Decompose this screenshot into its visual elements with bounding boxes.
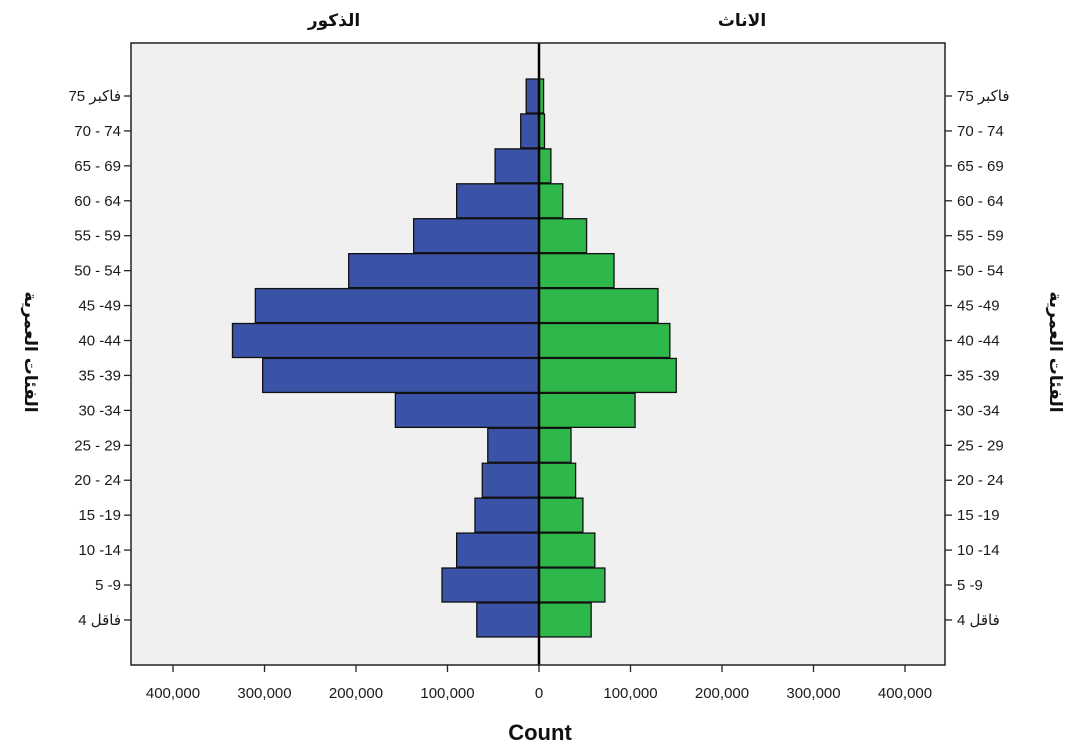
male-bar <box>262 357 540 394</box>
right-category-label: 70 - 74 <box>957 123 1004 140</box>
x-axis-tick-label: 400,000 <box>146 685 200 702</box>
male-bar <box>481 462 540 498</box>
left-category-label: 25 - 29 <box>74 437 121 454</box>
right-category-label: 40 -44 <box>957 333 1000 350</box>
right-category-label: 30 -34 <box>957 402 1000 419</box>
bars-group <box>231 78 677 638</box>
male-bar <box>348 252 540 289</box>
left-category-label: 65 - 69 <box>74 158 121 175</box>
right-category-label: 55 - 59 <box>957 228 1004 245</box>
right-category-label: 25 - 29 <box>957 437 1004 454</box>
left-category-label: 30 -34 <box>78 402 121 419</box>
right-category-axis: 75 فاكبر 70 - 74 65 - 69 60 - 64 55 - 59 50 -… <box>945 88 1010 629</box>
male-bar <box>525 78 540 114</box>
plot-frame <box>130 42 946 666</box>
left-y-axis-title: الفئات العمرية <box>20 291 40 412</box>
female-bar <box>538 602 592 638</box>
male-bar <box>474 497 540 533</box>
left-category-axis: 75 فاكبر 70 - 74 65 - 69 60 - 64 55 - 59 50 -… <box>68 88 131 629</box>
left-category-label: 15 -19 <box>78 507 121 524</box>
right-category-label: 50 - 54 <box>957 263 1004 280</box>
x-axis-tick-label: 200,000 <box>329 685 383 702</box>
right-category-label: 5 -9 <box>957 577 983 594</box>
right-category-label: 60 - 64 <box>957 193 1004 210</box>
male-bar <box>412 218 540 254</box>
male-bar <box>487 427 540 463</box>
x-axis-tick-label: 200,000 <box>695 685 749 702</box>
right-category-label: 65 - 69 <box>957 158 1004 175</box>
x-axis-tick-label: 100,000 <box>420 685 474 702</box>
male-bar <box>441 567 540 603</box>
female-bar <box>538 322 671 359</box>
count-axis: 400,000 300,000 200,000 100,000 0 100,000 200,… <box>146 665 932 702</box>
right-category-label: 20 - 24 <box>957 472 1004 489</box>
x-axis-tick-label: 300,000 <box>237 685 291 702</box>
female-bar <box>538 357 677 394</box>
female-bar <box>538 148 552 184</box>
left-category-label: 45 -49 <box>78 298 121 315</box>
right-category-label: 15 -19 <box>957 507 1000 524</box>
left-category-label: 10 -14 <box>78 542 121 559</box>
male-bar <box>455 183 540 219</box>
x-axis-tick-label: 0 <box>535 685 543 702</box>
left-category-label: 20 - 24 <box>74 472 121 489</box>
male-bar <box>254 287 540 324</box>
female-bar <box>538 567 606 603</box>
female-bar <box>538 183 564 219</box>
male-bar <box>394 392 540 429</box>
x-axis-tick-label: 400,000 <box>878 685 932 702</box>
left-panel-title: الذكور <box>307 11 360 31</box>
right-category-label: 35 -39 <box>957 367 1000 384</box>
right-category-label: 75 فاكبر <box>957 88 1010 105</box>
x-axis-tick-label: 100,000 <box>603 685 657 702</box>
female-bar <box>538 392 636 429</box>
x-axis-title: Count <box>508 720 572 745</box>
right-panel-title: الاناث <box>718 11 766 31</box>
female-bar <box>538 497 584 533</box>
right-category-label: 45 -49 <box>957 298 1000 315</box>
left-category-label: 75 فاكبر <box>68 88 121 105</box>
female-bar <box>538 218 588 254</box>
left-category-label: 4 فاقل <box>78 612 121 629</box>
male-bar <box>231 322 540 359</box>
right-category-label: 4 فاقل <box>957 612 1000 629</box>
right-y-axis-title: الفئات العمرية <box>1045 291 1065 412</box>
left-category-label: 55 - 59 <box>74 228 121 245</box>
male-bar <box>520 113 540 149</box>
left-category-label: 70 - 74 <box>74 123 121 140</box>
left-category-label: 50 - 54 <box>74 263 121 280</box>
female-bar <box>538 287 659 324</box>
left-category-label: 35 -39 <box>78 367 121 384</box>
female-bar <box>538 532 596 568</box>
right-category-label: 10 -14 <box>957 542 1000 559</box>
left-category-label: 5 -9 <box>95 577 121 594</box>
female-bar <box>538 427 572 463</box>
left-category-label: 40 -44 <box>78 333 121 350</box>
female-bar <box>538 252 615 289</box>
male-bar <box>476 602 540 638</box>
male-bar <box>494 148 540 184</box>
male-bar <box>455 532 540 568</box>
left-category-label: 60 - 64 <box>74 193 121 210</box>
x-axis-tick-label: 300,000 <box>786 685 840 702</box>
female-bar <box>538 462 577 498</box>
